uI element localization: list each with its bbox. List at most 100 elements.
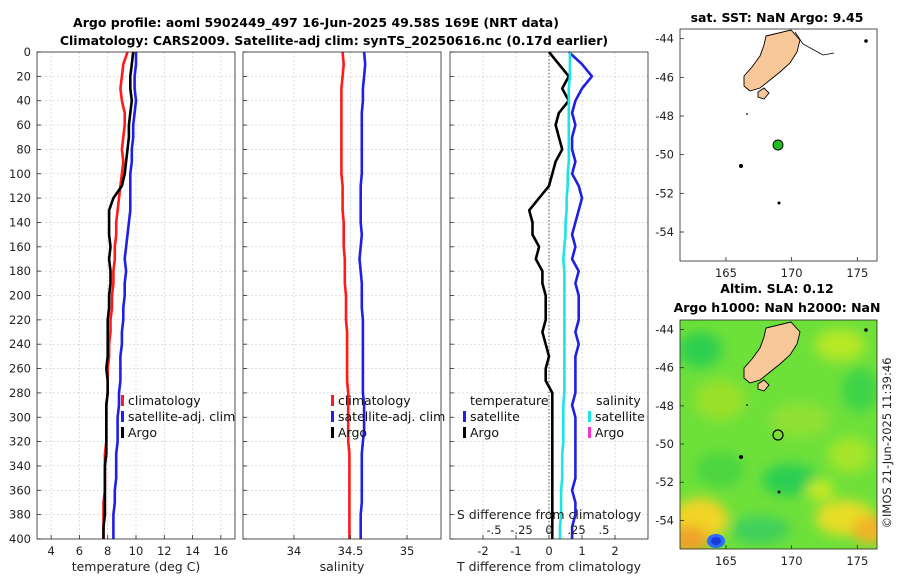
salinity-lines	[340, 51, 367, 539]
depth-tick-label: 400	[9, 532, 31, 546]
sla-land-stewart-island	[757, 379, 770, 392]
sla-map-title-line1: Altim. SLA: 0.12	[720, 281, 833, 296]
sst-map-title: sat. SST: NaN Argo: 9.45	[691, 10, 864, 25]
diff-legend-swatch-s-argo	[588, 427, 591, 438]
difference-legend: temperature satellite Argo salinity sate…	[463, 393, 645, 440]
map-y-tick-label: -44	[655, 32, 674, 46]
map-x-tick-label: 170	[781, 266, 803, 280]
x-top-tick-label: .5	[599, 523, 610, 537]
sla-profile-marker	[772, 429, 784, 441]
map-x-tick-label: 165	[715, 266, 737, 280]
legend-satellite-adj: satellite-adj. clim	[128, 409, 235, 424]
map-y-tick-label: -54	[655, 513, 674, 527]
map-y-tick-label: -52	[655, 186, 674, 200]
sal-legend-climatology: climatology	[338, 393, 411, 408]
map-x-tick-label: 170	[781, 554, 803, 568]
temperature-lines	[102, 51, 138, 539]
difference-panel: -2 -1 0 1 2 -.5 -.25 0 .25 .5 T difference from c…	[449, 51, 649, 574]
sst-map-ticks: 165 170 175 -44 -46 -48 -50 -52 -54	[655, 32, 868, 280]
sla-land-south-island	[743, 321, 801, 384]
series-line-t-satellite	[567, 51, 594, 539]
series-line-s-satellite	[558, 52, 572, 539]
difference-grid	[450, 51, 648, 540]
depth-tick-label: 260	[9, 362, 31, 376]
sla-field	[680, 320, 877, 549]
map-y-tick-label: -46	[655, 361, 674, 375]
salinity-legend: climatology satellite-adj. clim Argo	[331, 393, 445, 440]
map-x-tick-label: 175	[846, 266, 868, 280]
sla-map-ticks: 165 170 175 -44 -46 -48 -50 -52 -54	[655, 323, 868, 568]
x-tick-label: 1	[578, 544, 585, 558]
depth-tick-label: 280	[9, 386, 31, 400]
series-line-satellite-adj-clim	[112, 52, 138, 539]
sla-map-panel: Altim. SLA: 0.12 Argo h1000: NaN h2000: …	[655, 281, 881, 568]
x-top-tick-label: 0	[545, 523, 552, 537]
series-line-climatology	[340, 51, 351, 539]
depth-tick-label: 320	[9, 435, 31, 449]
figure-title-line2: Climatology: CARS2009. Satellite-adj cli…	[60, 33, 608, 49]
difference-xlabel-top: S difference from climatology	[457, 507, 642, 522]
depth-tick-label: 300	[9, 410, 31, 424]
depth-tick-label: 180	[9, 264, 31, 278]
map-y-tick-label: -50	[655, 148, 674, 162]
map-y-tick-label: -44	[655, 323, 674, 337]
depth-tick-label: 0	[24, 45, 31, 59]
legend-s-argo: Argo	[595, 425, 624, 440]
x-tick-label: 12	[157, 544, 172, 558]
map-x-tick-label: 175	[846, 554, 868, 568]
x-tick-label: 35	[400, 544, 415, 558]
map-y-tick-label: -46	[655, 70, 674, 84]
temperature-legend: climatology satellite-adj. clim Argo	[121, 393, 235, 440]
depth-tick-label: 240	[9, 337, 31, 351]
depth-tick-label: 360	[9, 483, 31, 497]
sal-legend-argo: Argo	[338, 425, 367, 440]
x-tick-label: 6	[76, 544, 83, 558]
sst-map-panel: sat. SST: NaN Argo: 9.45 165 170 175 -44 -46…	[655, 10, 878, 280]
map-y-tick-label: -52	[655, 475, 674, 489]
x-tick-label: 16	[214, 544, 229, 558]
sal-legend-satellite-adj: satellite-adj. clim	[338, 409, 445, 424]
legend-swatch-argo	[121, 427, 124, 438]
map-y-tick-label: -48	[655, 399, 674, 413]
depth-tick-label: 140	[9, 215, 31, 229]
sla-map-title-line2: Argo h1000: NaN h2000: NaN	[674, 300, 881, 315]
x-tick-label: 34.5	[338, 544, 364, 558]
diff-legend-swatch-t-satellite	[463, 411, 466, 422]
sal-legend-swatch-climatology	[331, 395, 334, 406]
diff-legend-swatch-s-satellite	[588, 411, 591, 422]
depth-tick-label: 20	[16, 69, 31, 83]
sst-island-snares	[746, 113, 748, 115]
imos-timestamp: ©IMOS 21-Jun-2025 11:39:46	[880, 358, 894, 529]
depth-tick-label: 380	[9, 508, 31, 522]
legend-s-satellite: satellite	[595, 409, 645, 424]
x-tick-label: 0	[545, 544, 552, 558]
sla-island-snares	[746, 404, 748, 406]
legend-salinity-title: salinity	[596, 393, 641, 408]
sst-land-south-island	[743, 29, 801, 92]
difference-xlabel: T difference from climatology	[456, 559, 642, 574]
sla-island-auckland	[739, 455, 743, 459]
diff-legend-swatch-t-argo	[463, 427, 466, 438]
series-line-satellite-adj-clim	[358, 51, 367, 539]
salinity-panel: 34 34.5 35 salinity climatology satellite-…	[242, 51, 445, 574]
x-top-tick-label: -.5	[486, 523, 501, 537]
depth-tick-label: 80	[16, 142, 31, 156]
temperature-panel: 4 6 8 10 12 14 16 0 20 40 60 80 100 120 140 160 180 200 2…	[9, 45, 236, 574]
depth-tick-label: 60	[16, 118, 31, 132]
sla-island-campbell	[777, 490, 781, 494]
map-y-tick-label: -54	[655, 225, 674, 239]
salinity-xlabel: salinity	[320, 559, 365, 574]
sal-legend-swatch-satellite	[331, 411, 334, 422]
depth-tick-label: 120	[9, 191, 31, 205]
x-tick-label: 4	[47, 544, 54, 558]
legend-swatch-climatology	[121, 395, 124, 406]
x-tick-label: 8	[104, 544, 111, 558]
sst-island-auckland	[739, 164, 743, 168]
map-y-tick-label: -50	[655, 437, 674, 451]
depth-tick-label: 100	[9, 167, 31, 181]
x-top-tick-label: .25	[567, 523, 585, 537]
temperature-ticks: 4 6 8 10 12 14 16	[37, 51, 229, 558]
depth-tick-label: 340	[9, 459, 31, 473]
depth-tick-label: 200	[9, 289, 31, 303]
